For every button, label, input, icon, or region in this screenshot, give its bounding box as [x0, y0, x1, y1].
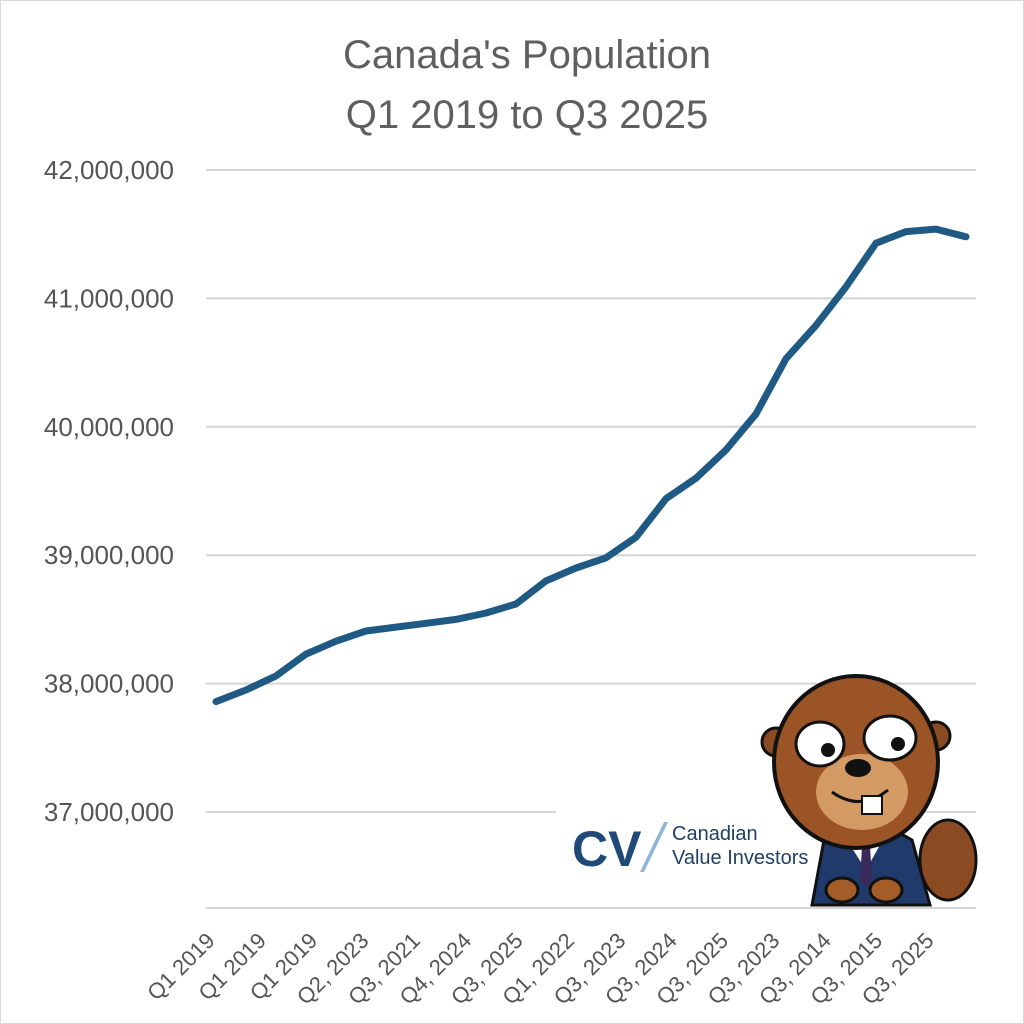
y-tick-label: 41,000,000 [44, 283, 174, 313]
y-tick-label: 39,000,000 [44, 540, 174, 570]
brand-slash-icon [640, 822, 668, 872]
brand-name-line-2: Value Investors [672, 847, 808, 869]
brand-backdrop [556, 800, 816, 880]
chart-title-line-1: Canada's Population [343, 33, 711, 77]
y-tick-label: 37,000,000 [44, 797, 174, 827]
y-axis-tick-labels: 42,000,000 41,000,000 40,000,000 39,000,000… [44, 155, 174, 827]
y-tick-label: 40,000,000 [44, 412, 174, 442]
series-layer [212, 225, 970, 706]
brand-logo: CV Canadian Value Investors [556, 800, 816, 880]
y-tick-label: 42,000,000 [44, 155, 174, 185]
y-tick-label: 38,000,000 [44, 669, 174, 699]
beaver-in-suit-icon [760, 674, 978, 907]
brand-logo-mark: CV [572, 821, 642, 877]
chart-title-line-2: Q1 2019 to Q3 2025 [346, 93, 709, 137]
brand-name-line-1: Canadian [672, 823, 758, 845]
population-series-line [212, 225, 970, 706]
